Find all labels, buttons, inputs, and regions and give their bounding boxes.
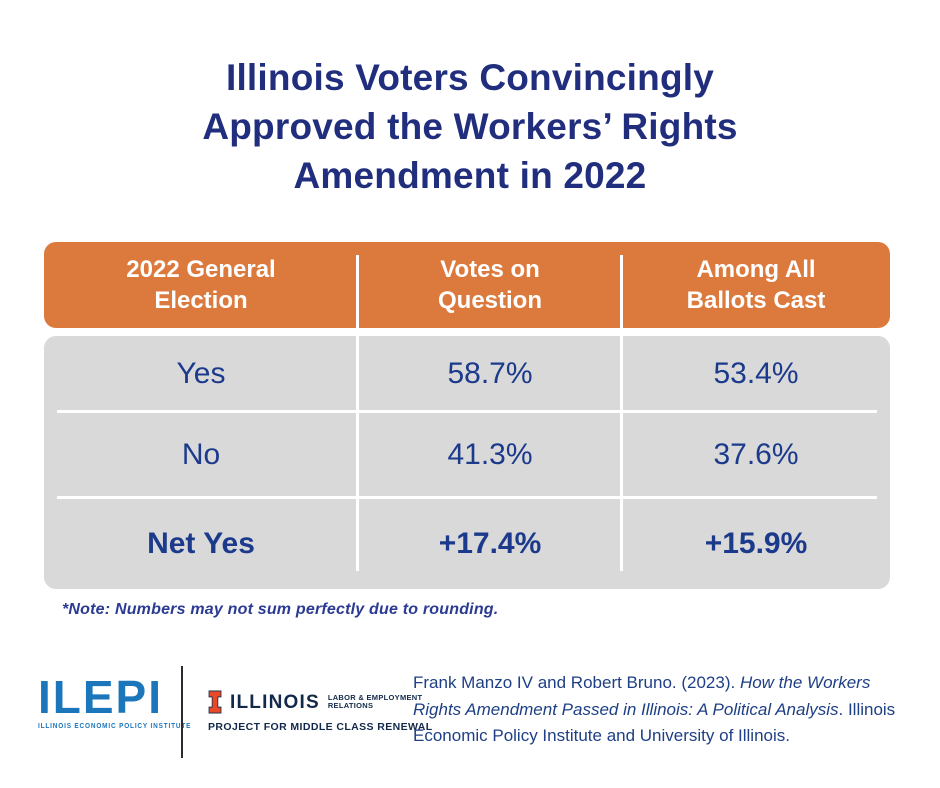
row-yes-label: Yes bbox=[176, 357, 226, 390]
ilepi-tagline: ILLINOIS ECONOMIC POLICY INSTITUTE bbox=[38, 723, 192, 730]
row-separator bbox=[57, 410, 877, 413]
header-column-divider bbox=[356, 255, 359, 328]
citation-text: Frank Manzo IV and Robert Bruno. (2023).… bbox=[413, 670, 915, 750]
university-of-illinois-logo: ILLINOIS LABOR & EMPLOYMENT RELATIONS PR… bbox=[208, 690, 433, 733]
header-column-divider bbox=[620, 255, 623, 328]
column-header-text: Question bbox=[437, 287, 542, 314]
row-yes-votes: 58.7% bbox=[447, 357, 533, 390]
logo-divider bbox=[181, 666, 183, 758]
column-header-among-all-ballots: Among All Ballots Cast bbox=[622, 254, 890, 316]
citation-publisher: . Illinois Economic Policy Institute and… bbox=[413, 699, 896, 746]
block-i-icon bbox=[208, 690, 222, 714]
column-header-election: 2022 General Election bbox=[44, 254, 358, 316]
body-column-divider bbox=[356, 336, 359, 571]
dept-line-2: RELATIONS bbox=[327, 701, 374, 710]
title-line-1: Illinois Voters Convincingly bbox=[225, 57, 715, 98]
page-title: Illinois Voters Convincingly Approved th… bbox=[0, 53, 940, 200]
dept-line-1: LABOR & EMPLOYMENT bbox=[327, 692, 423, 702]
row-yes-ballots: 53.4% bbox=[713, 357, 799, 390]
column-header-text: Votes on bbox=[440, 256, 540, 283]
row-netyes-votes: +17.4% bbox=[438, 526, 542, 560]
table-body: Yes 58.7% 53.4% No 41.3% 37.6% Net Yes +… bbox=[44, 336, 890, 589]
row-no-label: No bbox=[181, 438, 221, 471]
citation-authors: Frank Manzo IV and Robert Bruno. (2023). bbox=[413, 673, 740, 692]
labor-employment-relations-label: LABOR & EMPLOYMENT RELATIONS bbox=[327, 692, 423, 711]
row-separator bbox=[57, 496, 877, 499]
column-header-text: 2022 General bbox=[126, 256, 276, 283]
ilepi-wordmark: ILEPI bbox=[38, 671, 164, 723]
column-header-votes-on-question: Votes on Question bbox=[358, 254, 622, 316]
project-middle-class-renewal-label: PROJECT FOR MIDDLE CLASS RENEWAL bbox=[208, 721, 433, 733]
rounding-note: *Note: Numbers may not sum perfectly due… bbox=[62, 601, 499, 618]
title-line-2: Approved the Workers’ Rights bbox=[202, 106, 738, 147]
illinois-wordmark: ILLINOIS bbox=[230, 691, 320, 713]
table-header-row: 2022 General Election Votes on Question … bbox=[44, 242, 890, 328]
column-header-text: Ballots Cast bbox=[686, 287, 826, 314]
body-column-divider bbox=[620, 336, 623, 571]
row-netyes-label: Net Yes bbox=[147, 526, 255, 560]
uofi-logo-row: ILLINOIS LABOR & EMPLOYMENT RELATIONS bbox=[208, 690, 433, 714]
row-no-ballots: 37.6% bbox=[713, 438, 799, 471]
row-netyes-ballots: +15.9% bbox=[704, 526, 808, 560]
column-header-text: Election bbox=[154, 287, 248, 314]
title-line-3: Amendment in 2022 bbox=[293, 155, 647, 196]
column-header-text: Among All bbox=[696, 256, 816, 283]
ilepi-logo: ILEPI ILLINOIS ECONOMIC POLICY INSTITUTE bbox=[38, 671, 205, 730]
citation-report-title: How the Workers Rights Amendment Passed … bbox=[413, 673, 871, 719]
row-no-votes: 41.3% bbox=[447, 438, 533, 471]
